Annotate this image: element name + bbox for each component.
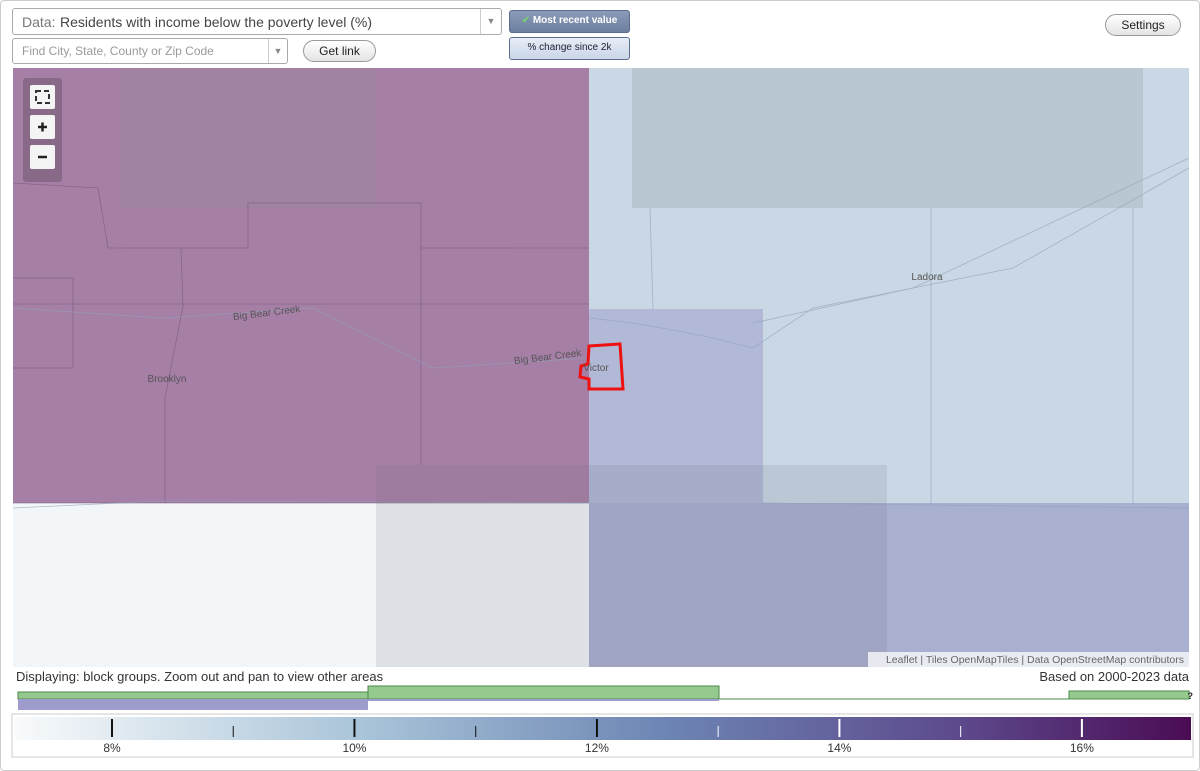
search-box[interactable]: Find City, State, County or Zip Code ▼ <box>12 38 288 64</box>
legend-tick-label: 8% <box>103 741 121 755</box>
boundaries <box>13 182 589 504</box>
histogram <box>17 685 1190 710</box>
attribution-bg <box>868 652 1189 667</box>
attribution[interactable]: Leaflet | Tiles OpenMapTiles | Data Open… <box>886 654 1184 666</box>
zoom-control <box>23 78 62 182</box>
data-range-text: Based on 2000-2023 data <box>1039 669 1189 684</box>
tile-overlay <box>632 68 1143 208</box>
settings-button[interactable]: Settings <box>1105 14 1181 36</box>
histogram-bar <box>18 699 368 710</box>
histogram-bar <box>17 691 369 700</box>
roads <box>13 157 1189 509</box>
most-recent-toggle[interactable]: ✔ Most recent value <box>509 10 630 33</box>
tile-overlay <box>376 465 887 667</box>
fullscreen-icon <box>35 90 50 104</box>
data-value: Residents with income below the poverty … <box>60 14 373 30</box>
selected-area[interactable] <box>578 342 625 391</box>
region <box>13 68 589 503</box>
legend: ? 8% 10% 12% 14% 16% <box>11 685 1194 758</box>
legend-tick-label: 10% <box>342 741 366 755</box>
place-label: Ladora <box>911 272 943 283</box>
dropdown-arrow: ▼ <box>480 9 501 34</box>
histogram-bar <box>1068 690 1190 700</box>
data-select[interactable]: Data: Residents with income below the po… <box>12 8 502 35</box>
change-toggle[interactable]: % change since 2k <box>509 37 630 60</box>
tile-overlay <box>120 68 376 208</box>
search-placeholder: Find City, State, County or Zip Code <box>22 44 214 58</box>
legend-tick-label: 12% <box>585 741 609 755</box>
status-text: Displaying: block groups. Zoom out and p… <box>16 669 384 684</box>
histogram-bar <box>367 685 720 700</box>
place-label: Brooklyn <box>148 374 187 385</box>
histogram-bar <box>368 699 719 701</box>
map[interactable]: Brooklyn Big Bear Creek Big Bear Creek V… <box>13 68 1189 667</box>
zoom-in-icon <box>38 122 47 132</box>
place-label: Victor <box>583 363 609 374</box>
help-icon[interactable]: ? <box>1188 691 1194 701</box>
legend-tick-label: 14% <box>827 741 851 755</box>
legend-tick-label: 16% <box>1070 741 1094 755</box>
region <box>13 503 589 667</box>
fullscreen-button[interactable] <box>30 85 55 109</box>
region <box>589 309 763 503</box>
data-label: Data: <box>22 14 56 30</box>
region <box>589 503 1189 667</box>
most-recent-label: Most recent value <box>532 15 618 26</box>
dropdown-arrow: ▼ <box>268 39 287 63</box>
get-link-button[interactable]: Get link <box>303 40 376 62</box>
color-scale <box>15 717 1191 740</box>
